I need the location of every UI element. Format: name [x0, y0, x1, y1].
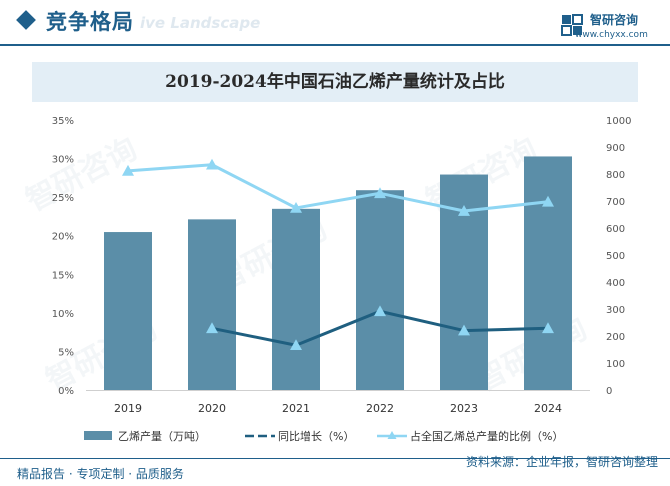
right-axis-tick-label: 500	[606, 251, 625, 262]
left-axis-tick-label: 0%	[58, 386, 74, 397]
x-axis-tick-label: 2023	[450, 402, 478, 415]
footer-divider	[0, 458, 670, 459]
brand-url: www.chyxx.com	[575, 30, 648, 40]
footer-source: 资料来源：企业年报，智研咨询整理	[465, 455, 658, 469]
share-point	[542, 195, 554, 207]
legend-swatch-growth	[245, 434, 275, 438]
chart-title: 2019-2024年中国石油乙烯产量统计及占比	[165, 72, 505, 92]
share-point	[374, 187, 386, 199]
right-axis-tick-label: 700	[606, 197, 625, 208]
left-axis-tick-label: 5%	[58, 347, 74, 358]
right-axis-tick-label: 300	[606, 305, 625, 316]
right-axis-tick-label: 400	[606, 278, 625, 289]
left-axis-tick-label: 15%	[52, 270, 74, 281]
left-axis-tick-label: 10%	[52, 309, 74, 320]
x-axis-tick-label: 2019	[114, 402, 142, 415]
legend: 乙烯产量（万吨） 同比增长（%） 占全国乙烯总产量的比例（%）	[84, 427, 644, 445]
bar	[104, 232, 152, 390]
right-axis-tick-label: 900	[606, 143, 625, 154]
right-axis-tick-label: 200	[606, 332, 625, 343]
left-axis-tick-label: 25%	[52, 193, 74, 204]
left-axis-tick-label: 35%	[52, 116, 74, 127]
right-axis-tick-label: 100	[606, 359, 625, 370]
growth-point	[374, 305, 386, 317]
bar	[272, 208, 320, 390]
page-header: 竞争格局 ive Landscape 智研咨询 www.chyxx.com	[0, 0, 670, 48]
legend-label: 占全国乙烯总产量的比例（%）	[410, 430, 564, 443]
x-axis-tick-label: 2022	[366, 402, 394, 415]
section-subtitle-ghost: ive Landscape	[140, 14, 261, 32]
growth-point	[206, 322, 218, 334]
section-title: 竞争格局	[46, 10, 134, 34]
bar	[356, 190, 404, 390]
growth-point	[542, 322, 554, 334]
x-axis-tick-label: 2024	[534, 402, 562, 415]
legend-label: 同比增长（%）	[278, 430, 355, 443]
x-axis-tick-label: 2021	[282, 402, 310, 415]
header-divider	[0, 44, 670, 46]
growth-point	[458, 324, 470, 336]
right-axis-tick-label: 800	[606, 170, 625, 181]
right-axis-tick-label: 1000	[606, 116, 631, 127]
share-point	[458, 205, 470, 216]
share-line	[127, 163, 549, 213]
legend-swatch-share	[377, 431, 407, 439]
share-point	[290, 201, 302, 213]
right-axis-tick-label: 600	[606, 224, 625, 235]
share-point	[206, 158, 218, 170]
bar	[188, 219, 236, 390]
right-axis-tick-label: 0	[606, 386, 612, 397]
footer-tagline: 精品报告 · 专项定制 · 品质服务	[17, 467, 184, 481]
bar	[524, 156, 572, 390]
left-axis-tick-label: 30%	[52, 155, 74, 166]
brand-name: 智研咨询	[590, 13, 639, 27]
chart-title-bar: 2019-2024年中国石油乙烯产量统计及占比	[32, 62, 638, 102]
growth-point	[290, 339, 302, 351]
brand: 智研咨询 www.chyxx.com	[560, 10, 670, 44]
legend-label: 乙烯产量（万吨）	[118, 430, 206, 443]
brand-logo-icon	[561, 14, 583, 36]
legend-swatch-bar	[84, 431, 112, 440]
share-point	[122, 164, 134, 176]
left-axis-tick-label: 20%	[52, 232, 74, 243]
x-axis-tick-label: 2020	[198, 402, 226, 415]
